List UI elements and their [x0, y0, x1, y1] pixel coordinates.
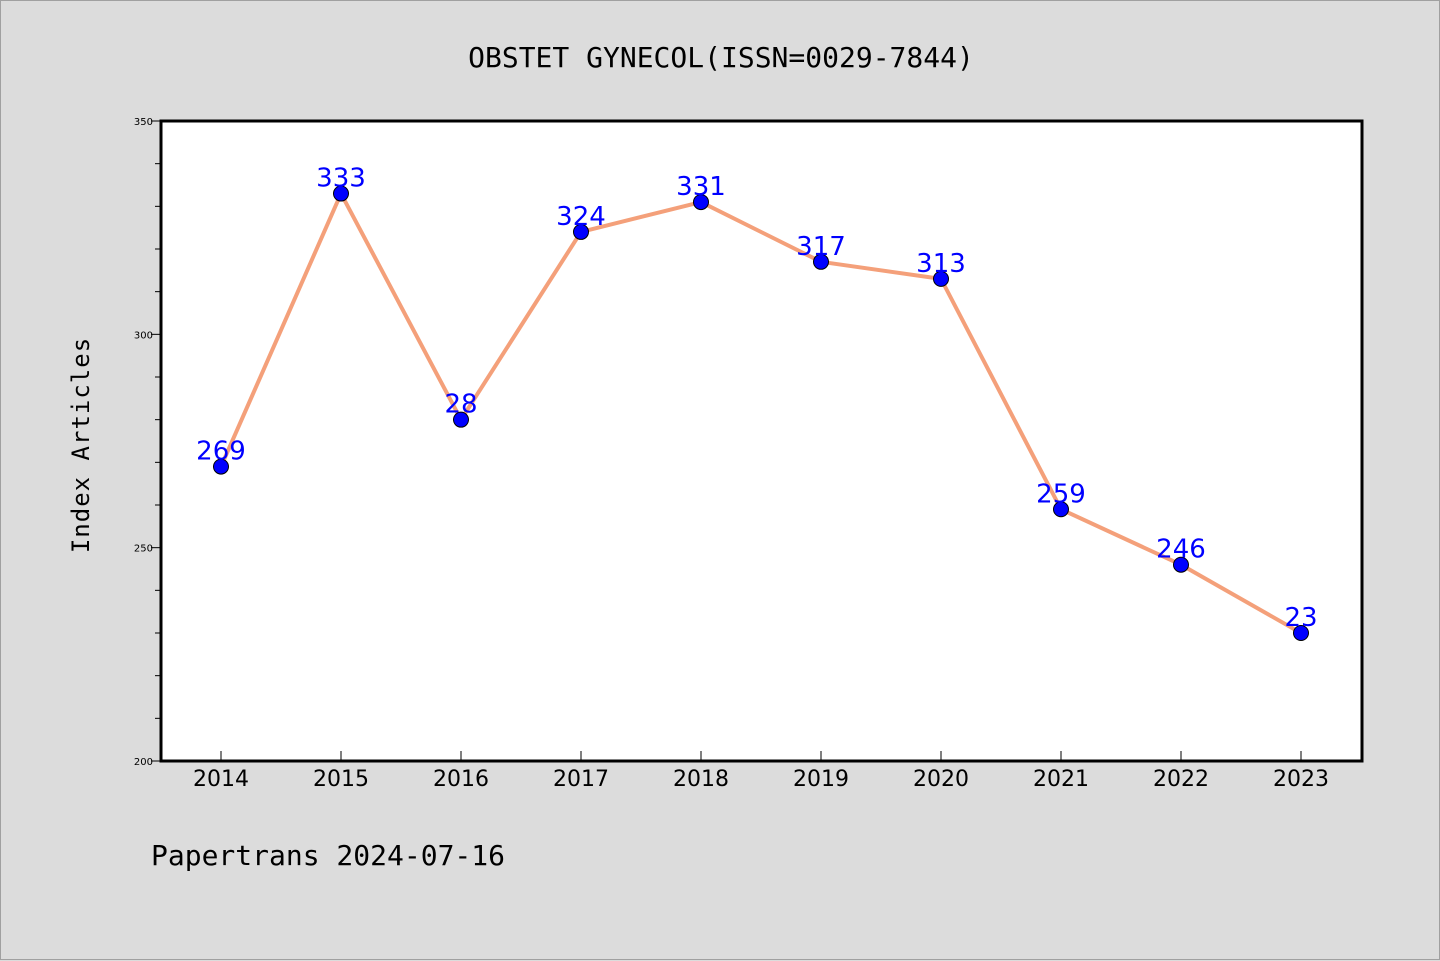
data-labels-group: 269 333 28 324 331 317 313 259 246 23 [196, 164, 1317, 633]
x-tick-label: 2017 [553, 767, 609, 792]
x-tick-label: 2019 [793, 767, 849, 792]
series-group [213, 185, 1309, 641]
data-point [933, 270, 949, 287]
data-label: 28 [444, 390, 477, 420]
y-tick-label: 300 [134, 330, 153, 341]
data-point [1053, 501, 1069, 518]
y-axis-label: Index Articles [67, 337, 95, 553]
data-label: 259 [1036, 479, 1086, 509]
y-axis-ticks: 200 250 300 350 [134, 117, 161, 768]
x-tick-label: 2018 [673, 767, 729, 792]
data-point [1173, 556, 1189, 573]
x-tick-label: 2021 [1033, 767, 1089, 792]
x-tick-label: 2016 [433, 767, 489, 792]
data-label: 324 [556, 202, 606, 232]
y-tick-label: 200 [134, 757, 153, 768]
data-label: 331 [676, 172, 726, 202]
x-axis-ticks: 2014 2015 2016 2017 2018 2019 2020 2021 2022 2023 [193, 751, 1329, 792]
data-label: 333 [316, 164, 366, 194]
footer-credit: Papertrans 2024-07-16 [151, 839, 505, 872]
data-label: 23 [1284, 603, 1317, 633]
data-point [573, 223, 589, 240]
data-point [1293, 625, 1309, 641]
x-tick-label: 2020 [913, 767, 969, 792]
data-label: 246 [1156, 535, 1206, 565]
data-point [813, 253, 829, 270]
data-point [453, 411, 469, 428]
chart-title: OBSTET GYNECOL(ISSN=0029-7844) [468, 41, 974, 74]
data-point [333, 185, 349, 202]
x-tick-label: 2023 [1273, 767, 1329, 792]
x-tick-label: 2022 [1153, 767, 1209, 792]
y-tick-label: 250 [134, 544, 153, 555]
y-tick-label: 350 [134, 117, 153, 128]
plot-area [159, 119, 1364, 763]
x-tick-label: 2014 [193, 767, 249, 792]
data-point [213, 458, 229, 475]
data-label: 317 [796, 232, 846, 262]
data-label: 313 [916, 249, 966, 279]
data-label: 269 [196, 437, 246, 467]
data-point [693, 194, 709, 211]
x-tick-label: 2015 [313, 767, 369, 792]
series-line [219, 191, 1302, 635]
